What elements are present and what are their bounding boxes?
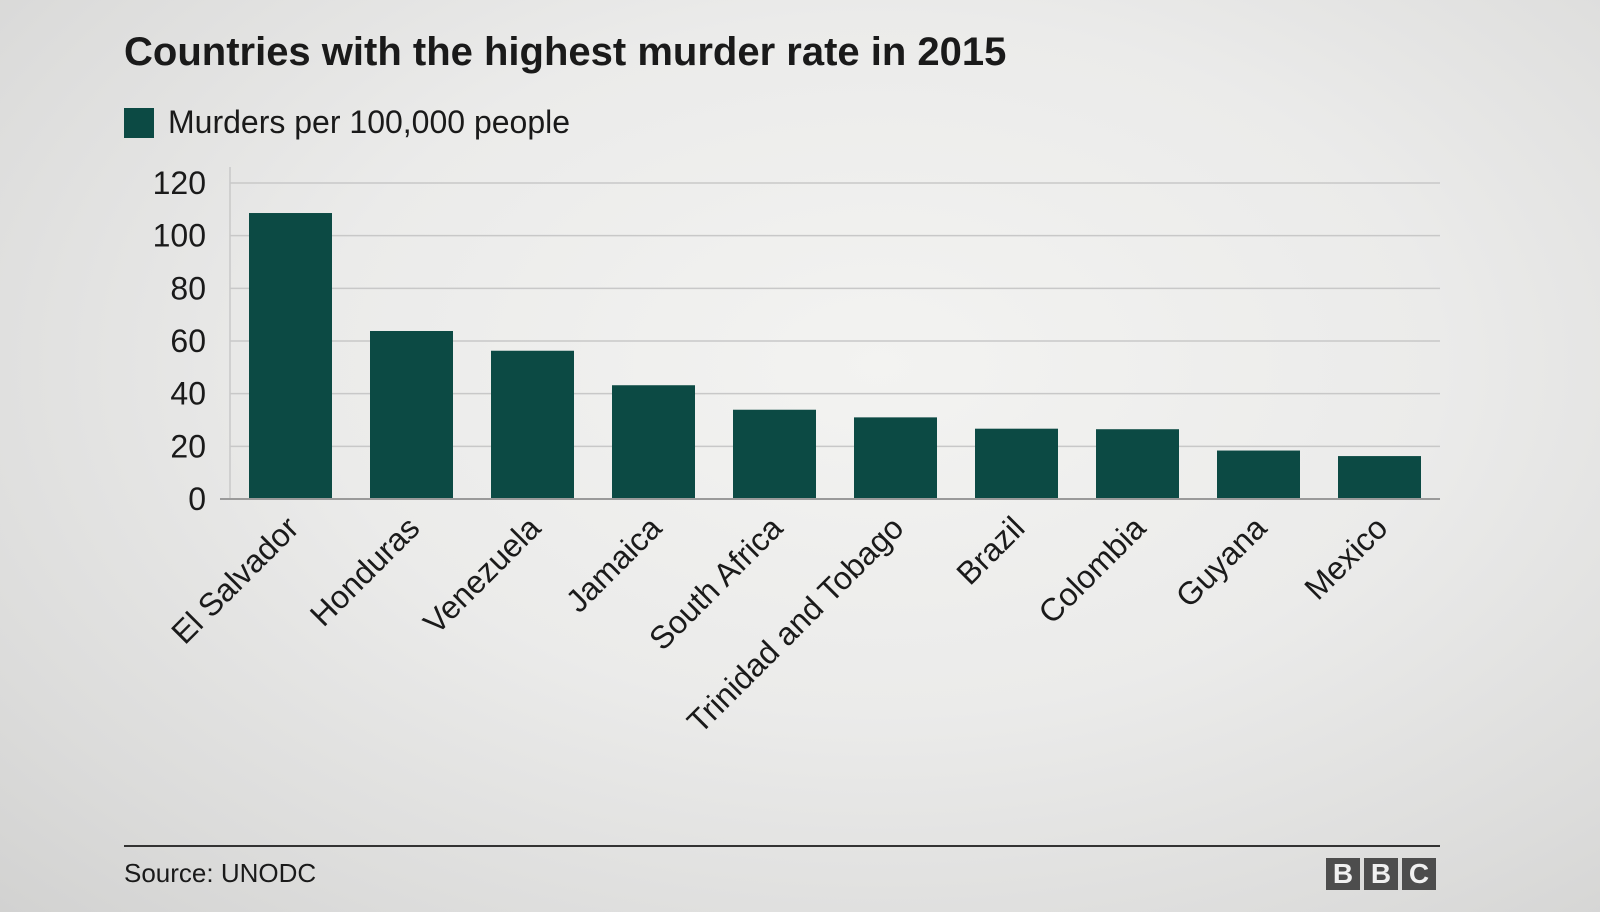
legend: Murders per 100,000 people — [124, 104, 570, 141]
legend-label: Murders per 100,000 people — [168, 104, 571, 140]
legend-swatch — [124, 107, 154, 138]
y-tick-label: 60 — [170, 323, 206, 359]
y-tick-label: 80 — [170, 270, 206, 306]
bar — [491, 350, 574, 499]
bar — [1096, 429, 1179, 499]
x-tick-label: Brazil — [949, 509, 1031, 591]
footer-divider — [124, 845, 1440, 847]
x-tick-label: Colombia — [1031, 509, 1152, 630]
x-tick-label: Guyana — [1169, 509, 1274, 614]
y-tick-label: 100 — [153, 218, 206, 254]
bar — [1217, 450, 1300, 499]
x-tick-label: Mexico — [1297, 509, 1394, 606]
x-tick-label: Honduras — [303, 509, 427, 633]
y-tick-label: 20 — [170, 428, 206, 464]
source-note: Source: UNODC — [124, 858, 317, 888]
bar — [370, 330, 453, 499]
y-tick-label: 0 — [188, 481, 206, 517]
bar — [612, 385, 695, 499]
x-tick-label: Trinidad and Tobago — [680, 509, 911, 740]
x-tick-label: El Salvador — [164, 509, 305, 650]
bar — [733, 409, 816, 499]
bar — [249, 213, 332, 499]
bbc-logo-letter: B — [1326, 858, 1360, 890]
y-tick-label: 120 — [153, 165, 206, 201]
y-tick-label: 40 — [170, 376, 206, 412]
bar — [975, 428, 1058, 499]
x-tick-label: Venezuela — [416, 509, 547, 640]
bbc-logo-letter: C — [1402, 858, 1436, 890]
x-tick-label: Jamaica — [559, 509, 669, 619]
chart-title: Countries with the highest murder rate i… — [124, 30, 1007, 74]
bbc-logo-letter: B — [1364, 858, 1398, 890]
bar — [1338, 456, 1421, 499]
bbc-logo: B B C — [1326, 858, 1436, 890]
bar — [854, 417, 937, 499]
